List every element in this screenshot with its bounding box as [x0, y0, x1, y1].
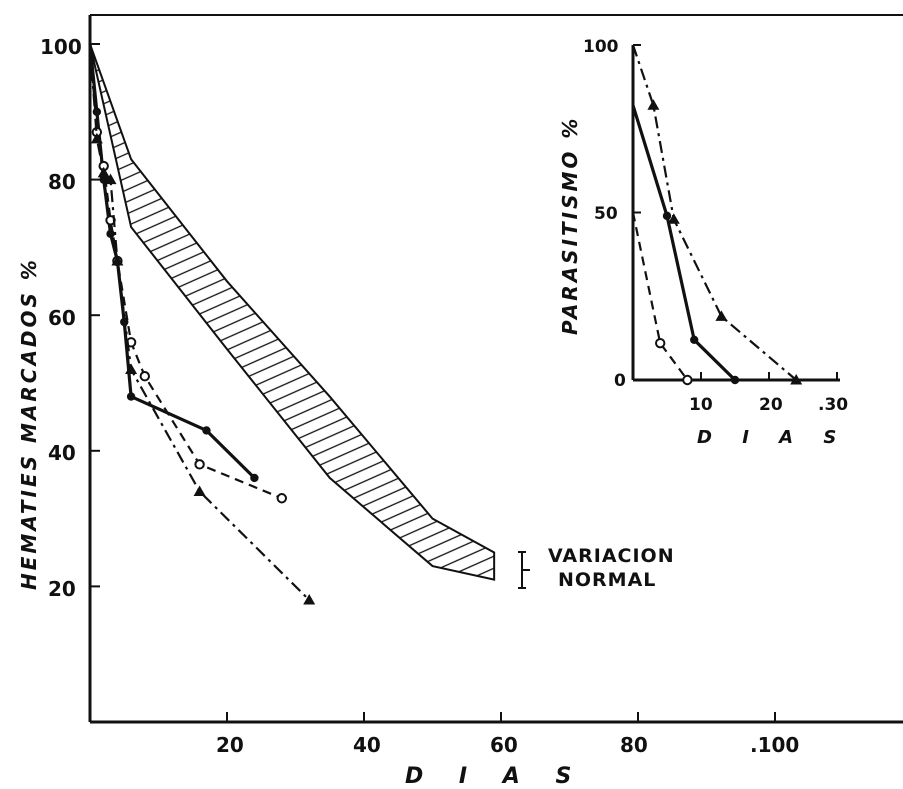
- main-point-triangle: [104, 173, 117, 185]
- main-point-dot: [106, 229, 115, 239]
- inset-chart: 100 50 0 10 20 .30 D I A S PARASITISMO %: [558, 37, 848, 448]
- main-chart: 100 80 60 40 20 20 40 60 80 .100 D I A S…: [17, 14, 903, 789]
- main-y-axis-title: HEMATIES MARCADOS %: [17, 257, 41, 590]
- main-x-tick-label: 40: [353, 733, 381, 757]
- main-x-tick-label: .100: [750, 733, 799, 757]
- inset-y-tick-label: 50: [594, 204, 618, 224]
- main-point-dot: [126, 392, 136, 401]
- inset-y-axis-title: PARASITISMO %: [558, 116, 582, 335]
- main-y-tick-label: 80: [48, 170, 76, 194]
- inset-x-axis-title: D I A S: [697, 427, 848, 448]
- inset-point-dot: [690, 335, 699, 344]
- inset-point-triangle: [715, 310, 728, 321]
- inset-point-triangle: [667, 213, 680, 224]
- inset-y-tick-label: 100: [583, 37, 619, 57]
- main-x-tick-label: 80: [620, 733, 648, 757]
- inset-x-tick-label: 20: [759, 395, 783, 415]
- normal-variation-annotation: VARIACION NORMAL: [518, 545, 675, 591]
- band-label-line1: VARIACION: [548, 545, 675, 567]
- main-series-line-dashdot: [88, 43, 310, 601]
- inset-series-line-dashdot: [631, 44, 797, 381]
- main-x-tick-label: 20: [216, 733, 244, 757]
- main-y-tick-label: 40: [48, 441, 76, 465]
- main-x-axis-title: D I A S: [405, 764, 585, 789]
- main-point-triangle: [111, 254, 124, 266]
- main-point-circle: [194, 459, 205, 470]
- main-point-triangle: [90, 132, 103, 144]
- inset-y-tick-label: 0: [614, 371, 626, 391]
- main-point-dot: [202, 426, 211, 435]
- inset-point-dot: [662, 211, 672, 221]
- inset-point-circle: [655, 337, 666, 349]
- main-point-triangle: [303, 593, 316, 605]
- main-point-dot: [250, 473, 259, 483]
- normal-variation-band: [89, 43, 496, 581]
- inset-point-circle: [682, 374, 693, 386]
- main-point-circle: [139, 371, 151, 382]
- main-point-triangle: [97, 166, 110, 178]
- inset-point-triangle: [647, 99, 660, 110]
- main-y-tick-label: 60: [48, 306, 76, 330]
- main-point-triangle: [125, 363, 138, 374]
- inset-series-line-solid: [631, 104, 737, 382]
- main-point-circle: [276, 493, 287, 504]
- band-label-line2: NORMAL: [558, 569, 656, 591]
- main-point-triangle: [193, 485, 206, 496]
- inset-x-tick-label: 10: [689, 395, 713, 415]
- inset-series-line-dashed: [631, 212, 689, 381]
- inset-point-dot: [730, 375, 740, 385]
- main-x-tick-label: 60: [490, 733, 518, 757]
- main-y-tick-label: 20: [48, 577, 76, 601]
- inset-x-tick-label: .30: [818, 395, 848, 415]
- inset-point-triangle: [790, 374, 803, 385]
- main-y-tick-label: 100: [40, 35, 82, 59]
